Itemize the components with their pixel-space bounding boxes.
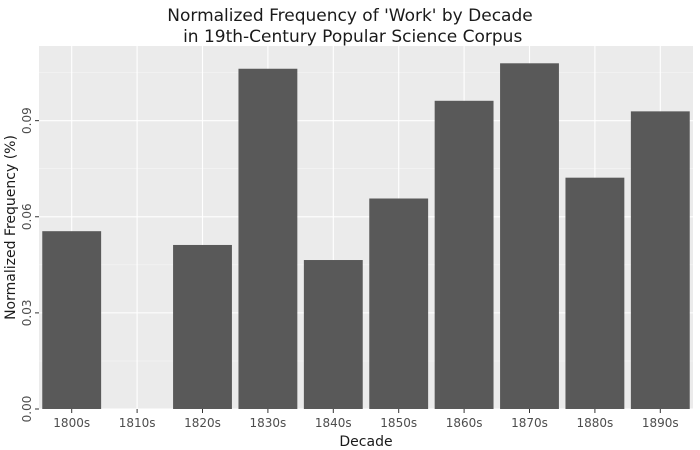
- bar-1860s: [434, 100, 494, 409]
- bar-1840s: [303, 260, 363, 409]
- y-tick-label: 0.00: [20, 396, 34, 423]
- y-tick-label: 0.03: [20, 300, 34, 327]
- y-tick-label: 0.06: [20, 203, 34, 230]
- x-tick-label: 1840s: [315, 416, 352, 430]
- bar-1800s: [42, 231, 102, 409]
- x-tick-label: 1880s: [577, 416, 614, 430]
- x-tick-label: 1800s: [53, 416, 90, 430]
- bar-1830s: [238, 68, 298, 410]
- bar-1880s: [565, 177, 625, 409]
- y-tick-label: 0.09: [20, 107, 34, 134]
- chart-title-line-1: Normalized Frequency of 'Work' by Decade: [167, 6, 533, 26]
- chart-title-line-2: in 19th-Century Popular Science Corpus: [177, 27, 523, 47]
- y-axis: 0.00 0.03 0.06 0.09: [20, 107, 39, 422]
- bar-1890s: [630, 111, 690, 409]
- x-tick-label: 1850s: [380, 416, 417, 430]
- x-tick-label: 1870s: [511, 416, 548, 430]
- chart-title: Normalized Frequency of 'Work' by Decade…: [0, 6, 700, 48]
- bars: [42, 63, 690, 410]
- y-axis-title: Normalized Frequency (%): [3, 135, 19, 320]
- x-tick-label: 1830s: [250, 416, 287, 430]
- bar-1870s: [500, 63, 559, 410]
- x-axis: 1800s 1810s 1820s 1830s 1840s 1850s 1860s 1870s…: [53, 409, 679, 430]
- bar-1850s: [369, 198, 429, 409]
- bar-1820s: [173, 244, 232, 409]
- x-tick-label: 1860s: [446, 416, 483, 430]
- x-tick-label: 1810s: [119, 416, 156, 430]
- x-tick-label: 1820s: [184, 416, 221, 430]
- x-tick-label: 1890s: [642, 416, 679, 430]
- x-axis-title: Decade: [339, 434, 392, 450]
